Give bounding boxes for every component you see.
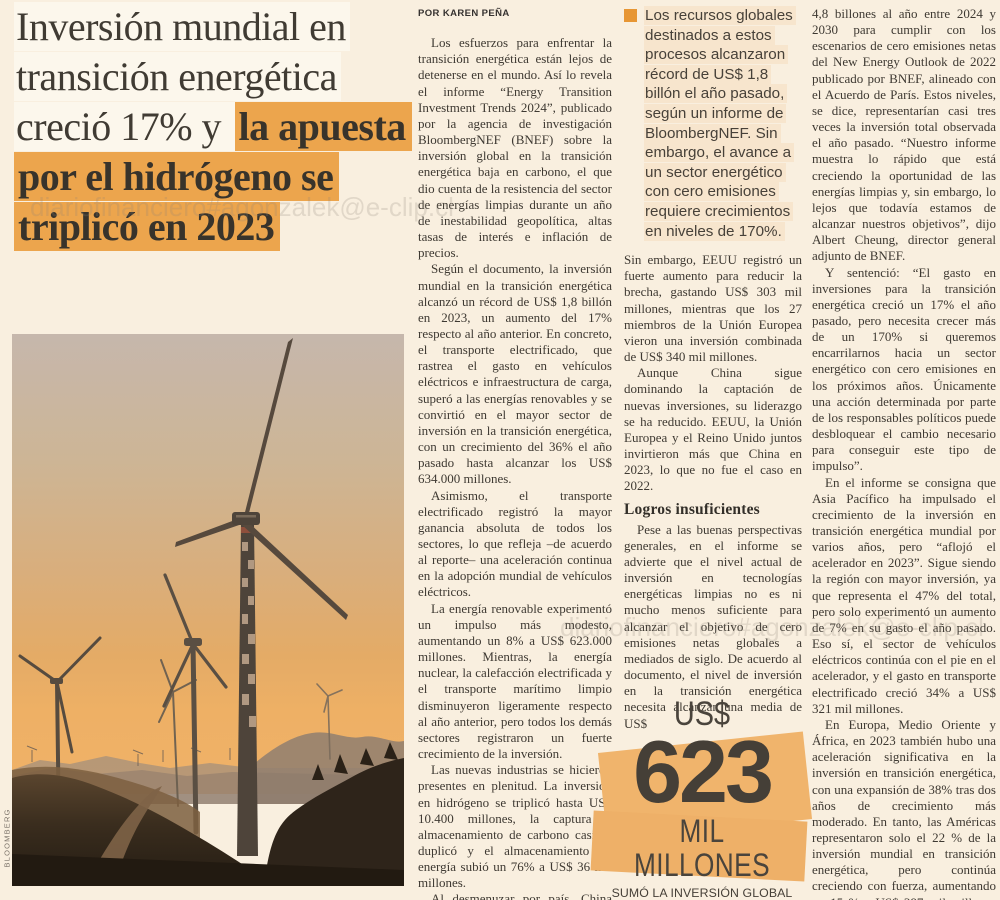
figure-currency: US$ [673,695,731,733]
wind-turbines-illustration [12,334,404,886]
pull-quote: Los recursos globales destinados a estos… [624,6,802,241]
paragraph: Al desmenuzar por país, China sigue sien… [431,891,612,900]
pull-quote-highlight: Los recursos globales destinados a estos… [644,6,796,241]
paragraph: Sin embargo, EEUU registró un fuerte aum… [624,252,802,365]
figure-number: 623 [633,722,774,821]
section-subhead: Logros insuficientes [624,501,760,519]
square-bullet-icon [624,9,637,22]
paragraph: La energía renovable experimentó un impu… [418,600,612,762]
paragraph: Pese a las buenas perspectivas generales… [624,521,802,731]
paragraph: Las nuevas industrias se hicieron presen… [418,762,612,891]
figure-unit: MIL MILLONES [634,813,770,883]
page-title: Inversión mundial en transición energéti… [14,2,412,252]
paragraph: Los esfuerzos para enfrentar la transici… [418,35,612,261]
article-column-2: Los recursos globales destinados a estos… [624,6,802,732]
paragraph: Según el documento, la inversión mundial… [418,261,612,487]
pull-quote-text: Los recursos globales destinados a estos… [644,6,802,241]
paragraph: 4,8 billones al año entre 2024 y 2030 pa… [812,6,996,264]
article-column-1: POR KAREN PEÑA Los esfuerzos para enfren… [418,6,612,900]
photo-credit: BLOOMBERG [2,808,12,868]
big-number-graphic: US$ 623 MIL MILLONES SUMÓ LA INVERSIÓN G… [590,690,813,900]
paragraph: En el informe se consigna que Asia Pacíf… [812,474,996,716]
byline: POR KAREN PEÑA [418,8,510,19]
article-column-3: 4,8 billones al año entre 2024 y 2030 pa… [812,6,996,900]
paragraph: En Europa, Medio Oriente y África, en 20… [812,716,996,900]
paragraph: Y sentenció: “El gasto en inversiones pa… [812,264,996,474]
paragraph: Aunque China sigue dominando la captació… [624,365,802,494]
paragraph: Asimismo, el transporte electrificado re… [418,487,612,600]
wind-turbines-photo [12,334,404,886]
headline-normal-text: Inversión mundial en transición energéti… [14,2,350,151]
figure-caption: SUMÓ LA INVERSIÓN GLOBAL EN ENERGÍAS REN… [611,886,793,900]
